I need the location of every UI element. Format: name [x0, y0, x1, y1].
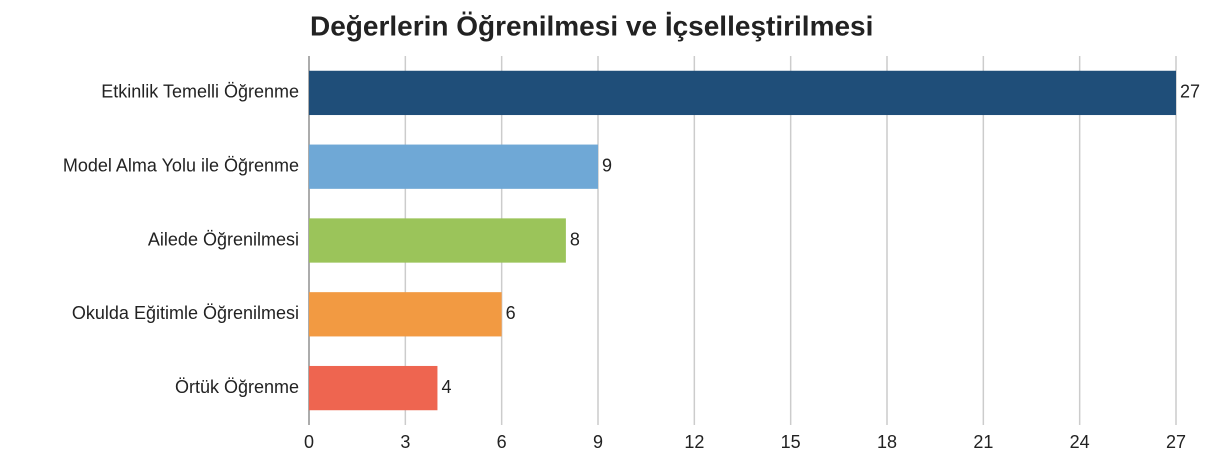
- data-label: 27: [1180, 82, 1200, 102]
- y-tick-label: Model Alma Yolu ile Öğrenme: [63, 155, 299, 175]
- x-tick-label: 27: [1166, 432, 1186, 452]
- y-tick-label: Örtük Öğrenme: [175, 377, 299, 397]
- x-tick-label: 9: [593, 432, 603, 452]
- x-tick-label: 24: [1070, 432, 1090, 452]
- bar: [309, 292, 502, 337]
- bar: [309, 144, 598, 189]
- data-label: 8: [570, 229, 580, 249]
- data-label: 9: [602, 155, 612, 175]
- y-tick-label: Okulda Eğitimle Öğrenilmesi: [72, 303, 299, 323]
- bar: [309, 70, 1176, 116]
- x-tick-label: 6: [497, 432, 507, 452]
- data-label: 6: [506, 303, 516, 323]
- x-tick-label: 21: [973, 432, 993, 452]
- data-label: 4: [441, 377, 451, 397]
- bar: [309, 218, 566, 263]
- bar: [309, 365, 438, 411]
- chart-title: Değerlerin Öğrenilmesi ve İçselleştirilm…: [310, 10, 873, 41]
- y-tick-label: Ailede Öğrenilmesi: [148, 229, 299, 249]
- x-tick-label: 12: [684, 432, 704, 452]
- x-tick-label: 15: [781, 432, 801, 452]
- x-tick-label: 18: [877, 432, 897, 452]
- y-tick-label: Etkinlik Temelli Öğrenme: [101, 82, 299, 102]
- x-tick-label: 0: [304, 432, 314, 452]
- x-tick-label: 3: [400, 432, 410, 452]
